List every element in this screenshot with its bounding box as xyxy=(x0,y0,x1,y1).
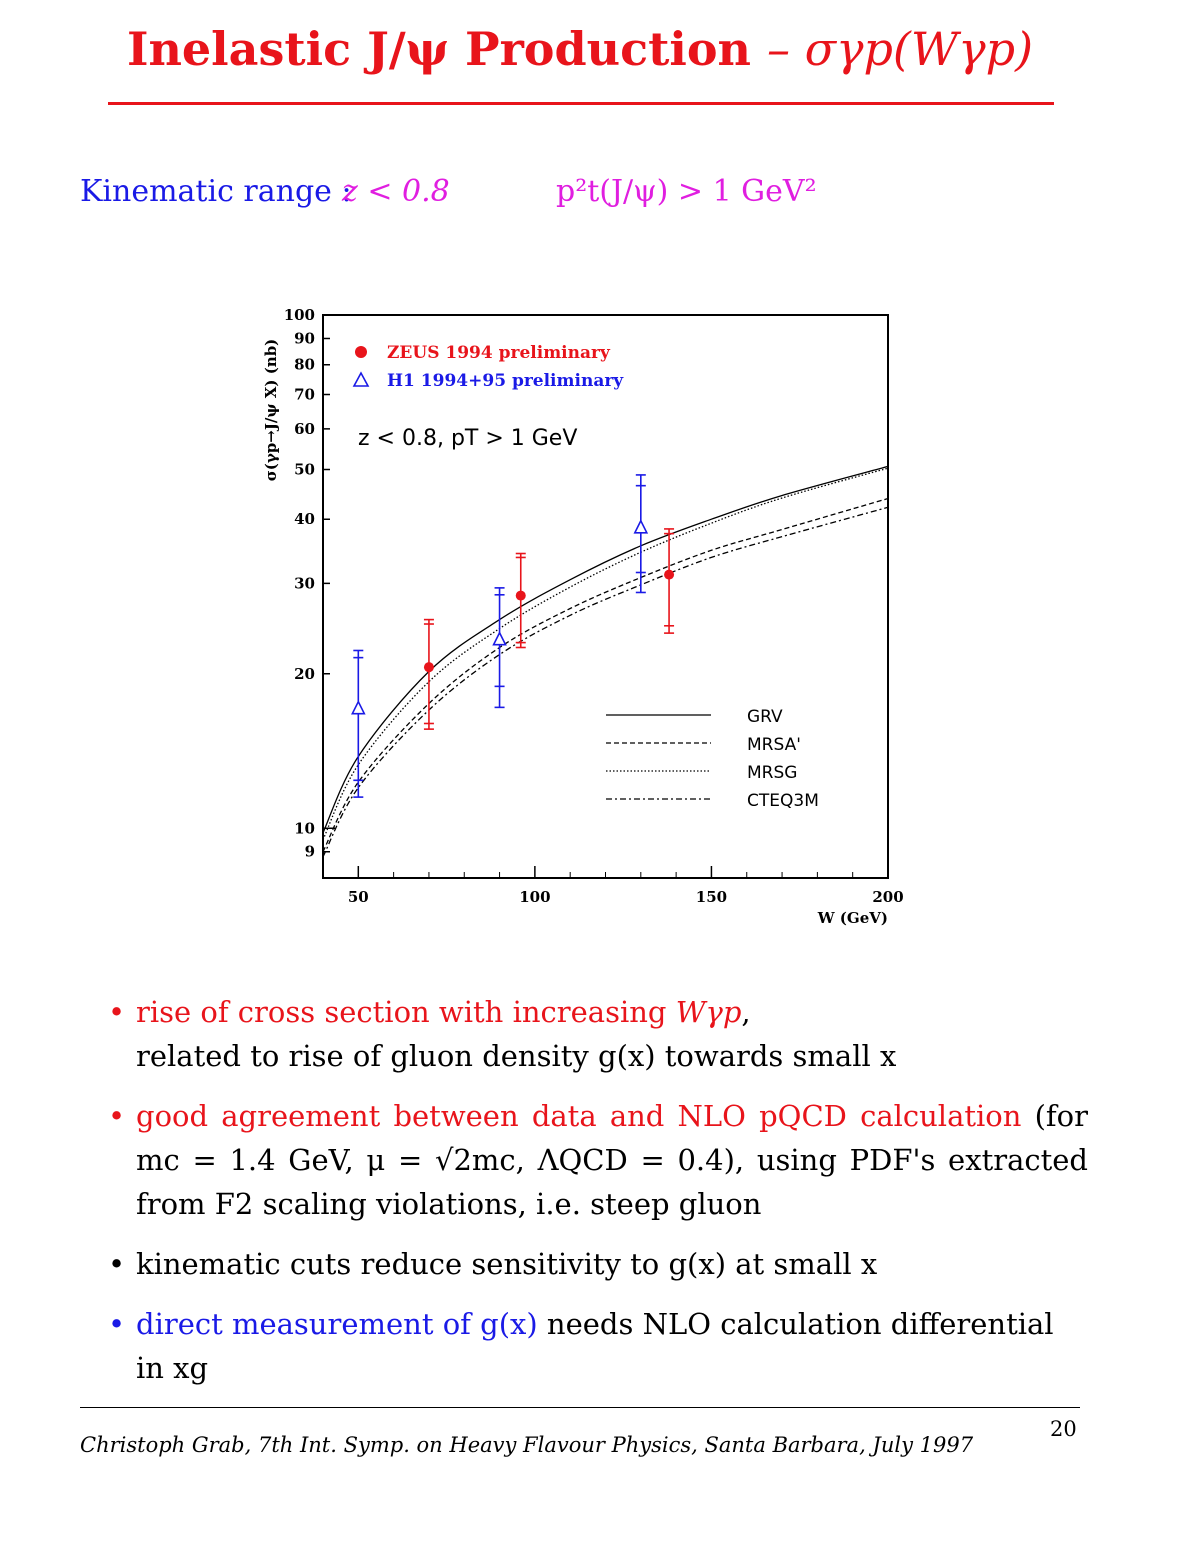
bullet-dot: • xyxy=(108,1247,126,1281)
slide-title: Inelastic J/ψ Production – σγp(Wγp) xyxy=(0,22,1160,76)
y-tick-label: 30 xyxy=(294,574,315,592)
zeus-point xyxy=(423,662,434,673)
y-tick-label: 20 xyxy=(294,665,315,683)
y-tick-label: 10 xyxy=(294,819,315,837)
bullet-rise-comma: , xyxy=(741,995,751,1029)
y-tick-label: 100 xyxy=(284,306,315,324)
x-tick-label: 200 xyxy=(872,888,903,906)
curve-grv xyxy=(322,465,889,834)
footer-citation: Christoph Grab, 7th Int. Symp. on Heavy … xyxy=(80,1433,974,1457)
y-tick-label: 40 xyxy=(294,510,315,528)
zeus-point xyxy=(515,590,526,601)
y-tick-label: 90 xyxy=(294,329,315,347)
theory-curves xyxy=(322,465,889,858)
legend-series-label: H1 1994+95 preliminary xyxy=(387,371,624,391)
legend-h1-marker xyxy=(352,371,370,387)
bullet-dot: • xyxy=(108,1099,126,1133)
page-number: 20 xyxy=(1050,1417,1077,1441)
zeus-point xyxy=(664,569,675,580)
legend-curve-label: GRV xyxy=(747,707,783,727)
cross-section-plot: 50 100 150 200 9 10 20 30 40 50 60 70 80 90 100 ZEUS 1… xyxy=(262,306,904,927)
kinematic-pt-cut: p²t(J/ψ) > 1 GeV² xyxy=(556,174,817,209)
x-tick-label: 150 xyxy=(696,888,727,906)
bullet-dot: • xyxy=(108,995,126,1029)
y-tick-label: 9 xyxy=(305,843,315,861)
data-points xyxy=(351,474,675,798)
y-tick-label: 50 xyxy=(294,461,315,479)
bullet-agreement: • good agreement between data and NLO pQ… xyxy=(108,1094,1088,1226)
bullet-list: • rise of cross section with increasing … xyxy=(108,990,1088,1406)
h1-point xyxy=(633,518,649,534)
bullet-agreement-red: good agreement between data and NLO pQCD… xyxy=(136,1099,1022,1133)
x-tick-label: 50 xyxy=(348,888,369,906)
title-underline xyxy=(108,102,1054,105)
legend-zeus-marker xyxy=(355,346,367,358)
slide-title-math: – σγp(Wγp) xyxy=(766,22,1034,76)
curve-cteq3m xyxy=(322,506,889,858)
bullet-direct-measurement: • direct measurement of g(x) needs NLO c… xyxy=(108,1302,1088,1390)
slide-title-text: Inelastic J/ψ Production xyxy=(126,22,751,76)
bullet-dot: • xyxy=(108,1307,126,1341)
bullet-direct-rest: needs NLO calculation differential in xg xyxy=(136,1307,1054,1385)
plot-axes: 50 100 150 200 9 10 20 30 40 50 60 70 80 90 100 xyxy=(284,306,904,906)
cuts-annotation: z < 0.8, pT > 1 GeV xyxy=(358,426,577,451)
bullet-rise-red: rise of cross section with increasing xyxy=(136,995,676,1029)
bullet-rise: • rise of cross section with increasing … xyxy=(108,990,1088,1078)
legend-curve-label: MRSA' xyxy=(747,735,801,755)
curve-mrsa xyxy=(322,497,889,852)
y-axis-label: σ(γp→J/ψ X) (nb) xyxy=(262,339,280,482)
h1-point xyxy=(351,699,366,715)
bullet-kinematic-cuts-text: kinematic cuts reduce sensitivity to g(x… xyxy=(136,1247,878,1281)
plot-legends: ZEUS 1994 preliminary H1 1994+95 prelimin… xyxy=(352,343,819,811)
kinematic-range-label: Kinematic range : xyxy=(80,174,352,209)
legend-series-label: ZEUS 1994 preliminary xyxy=(387,343,611,363)
legend-curve-label: CTEQ3M xyxy=(747,791,819,811)
bullet-agreement-rest: (for mc = 1.4 GeV, μ = √2mc, ΛQCD = 0.4)… xyxy=(136,1099,1088,1221)
x-tick-label: 100 xyxy=(519,888,550,906)
footer-rule xyxy=(80,1407,1080,1408)
bullet-kinematic-cuts: • kinematic cuts reduce sensitivity to g… xyxy=(108,1242,1088,1286)
x-axis-label: W (GeV) xyxy=(817,909,888,927)
y-tick-label: 70 xyxy=(294,386,315,404)
legend-curve-label: MRSG xyxy=(747,763,797,783)
bullet-rise-line2: related to rise of gluon density g(x) to… xyxy=(136,1039,897,1073)
h1-point xyxy=(492,630,507,646)
kinematic-z-cut: z < 0.8 xyxy=(342,174,450,209)
y-tick-label: 80 xyxy=(294,356,315,374)
curve-mrsg xyxy=(322,467,889,840)
y-tick-label: 60 xyxy=(294,420,315,438)
bullet-rise-math: Wγp xyxy=(675,995,742,1029)
bullet-direct-blue: direct measurement of g(x) xyxy=(136,1307,538,1341)
